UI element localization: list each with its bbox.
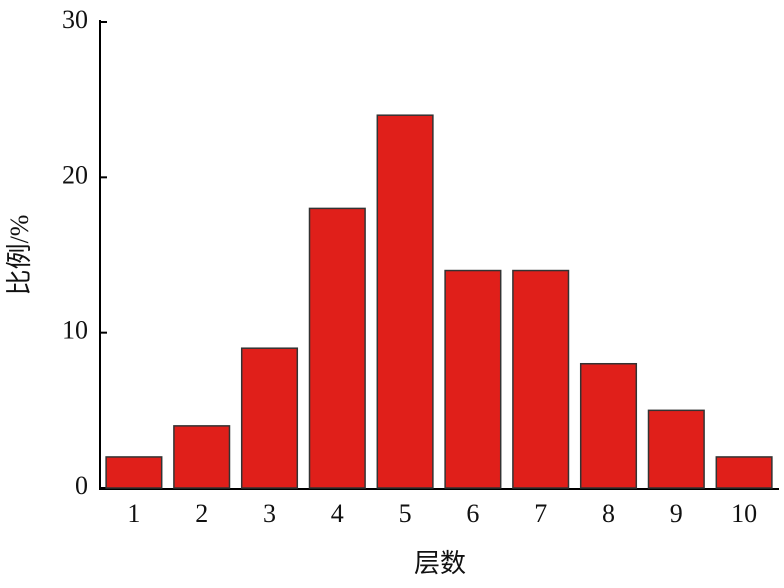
y-axis-label: 比例/% (5, 215, 34, 296)
y-tick-label: 30 (62, 5, 88, 34)
x-tick-label: 5 (399, 499, 412, 528)
bar (444, 269, 502, 489)
y-tick-label: 20 (62, 160, 88, 189)
x-tick-label: 2 (195, 499, 208, 528)
x-axis-label: 层数 (414, 549, 466, 578)
x-tick-label: 4 (331, 499, 344, 528)
x-tick-label: 9 (670, 499, 683, 528)
x-tick-label: 7 (534, 499, 547, 528)
y-tick-label: 0 (75, 471, 88, 500)
bar (173, 425, 231, 489)
bar (240, 347, 299, 489)
bar (105, 456, 163, 489)
bar (579, 362, 638, 489)
bar (376, 114, 434, 489)
x-tick-label: 8 (602, 499, 615, 528)
bar (512, 269, 570, 489)
x-tick-label: 3 (263, 499, 276, 528)
bar (308, 207, 366, 489)
y-tick-label: 10 (62, 316, 88, 345)
x-tick-label: 6 (466, 499, 479, 528)
x-tick-label: 10 (731, 499, 757, 528)
x-tick-label: 1 (127, 499, 140, 528)
bar (715, 456, 773, 489)
bar (647, 409, 705, 489)
